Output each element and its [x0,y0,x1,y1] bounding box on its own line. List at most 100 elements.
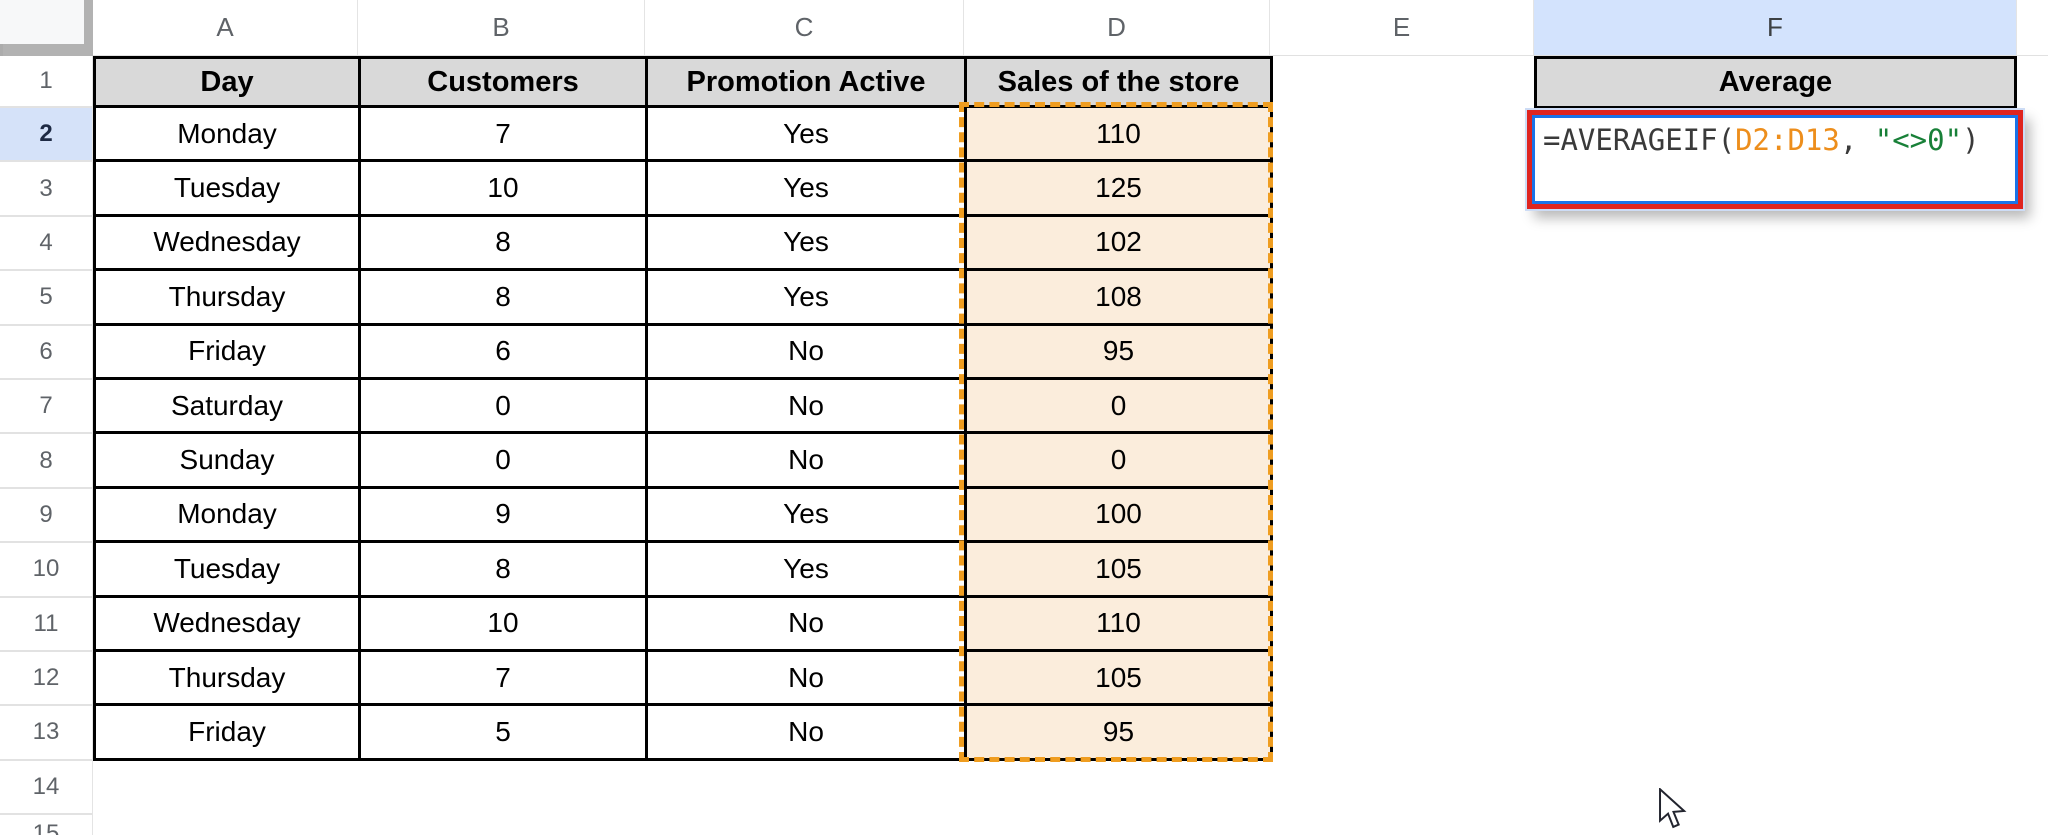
cell-A4[interactable]: Wednesday [93,213,361,272]
cell-C13[interactable]: No [645,703,967,761]
table-row: Tuesday 10 Yes 125 [93,159,1273,217]
cell-D11[interactable]: 110 [964,594,1273,652]
header-cell-customers[interactable]: Customers [358,56,648,108]
table-row: Wednesday 10 No 110 [93,594,1273,652]
cell-A2[interactable]: Monday [93,104,361,163]
row-header-14[interactable]: 14 [0,760,92,815]
cell-B10[interactable]: 8 [358,540,648,598]
cell-A12[interactable]: Thursday [93,648,361,707]
column-header-trailing [2017,0,2048,55]
row-header-10[interactable]: 10 [0,543,92,598]
select-all-corner[interactable] [0,0,84,44]
header-cell-promotion-active[interactable]: Promotion Active [645,56,967,108]
header-cell-sales-of-the-store[interactable]: Sales of the store [964,56,1273,108]
column-header-D[interactable]: D [964,0,1270,55]
row-header-13[interactable]: 13 [0,706,92,761]
formula-token: , [1839,123,1875,157]
cell-D7[interactable]: 0 [964,376,1273,435]
cell-C4[interactable]: Yes [645,213,967,272]
cell-D2[interactable]: 110 [964,104,1273,163]
column-header-E[interactable]: E [1270,0,1534,55]
cell-D3[interactable]: 125 [964,159,1273,217]
cell-D10[interactable]: 105 [964,540,1273,598]
table-row: Thursday 7 No 105 [93,648,1273,707]
row-header-2[interactable]: 2 [0,108,92,163]
column-header-B[interactable]: B [358,0,645,55]
row-header-4[interactable]: 4 [0,216,92,272]
cell-D4[interactable]: 102 [964,213,1273,272]
cell-B9[interactable]: 9 [358,485,648,544]
annotation-red-box: =AVERAGEIF(D2:D13, "<>0") [1527,110,2023,209]
data-table: Day Customers Promotion Active Sales of the… [93,56,1273,761]
cell-A10[interactable]: Tuesday [93,540,361,598]
cell-C12[interactable]: No [645,648,967,707]
row-header-6[interactable]: 6 [0,325,92,380]
table-header-row: Day Customers Promotion Active Sales of the… [93,56,1273,108]
cell-A13[interactable]: Friday [93,703,361,761]
table-row: Wednesday 8 Yes 102 [93,213,1273,272]
cell-B11[interactable]: 10 [358,594,648,652]
cell-A9[interactable]: Monday [93,485,361,544]
cell-A3[interactable]: Tuesday [93,159,361,217]
cell-B7[interactable]: 0 [358,376,648,435]
formula-token: ) [1962,123,1980,157]
column-header-F[interactable]: F [1534,0,2017,55]
cell-D12[interactable]: 105 [964,648,1273,707]
table-row: Friday 6 No 95 [93,322,1273,380]
row-header-12[interactable]: 12 [0,651,92,707]
row-header-5[interactable]: 5 [0,271,92,326]
table-row: Tuesday 8 Yes 105 [93,540,1273,598]
cell-B8[interactable]: 0 [358,431,648,489]
cell-B12[interactable]: 7 [358,648,648,707]
cell-F2-formula-editor[interactable]: =AVERAGEIF(D2:D13, "<>0") [1532,115,2018,204]
row-header-8[interactable]: 8 [0,434,92,489]
table-grid: Day Customers Promotion Active Sales of the… [93,56,1273,761]
column-header-A[interactable]: A [93,0,358,55]
table-row: Monday 7 Yes 110 [93,104,1273,163]
cell-C9[interactable]: Yes [645,485,967,544]
cell-A8[interactable]: Sunday [93,431,361,489]
row-header-strip: 1 2 3 4 5 6 7 8 9 10 11 12 13 14 15 [0,56,93,835]
row-header-11[interactable]: 11 [0,597,92,652]
row-header-1[interactable]: 1 [0,56,92,108]
row-header-3[interactable]: 3 [0,162,92,217]
cell-C2[interactable]: Yes [645,104,967,163]
cell-C8[interactable]: No [645,431,967,489]
table-row: Thursday 8 Yes 108 [93,268,1273,326]
cell-B6[interactable]: 6 [358,322,648,380]
cell-D5[interactable]: 108 [964,268,1273,326]
cell-D9[interactable]: 100 [964,485,1273,544]
cell-C3[interactable]: Yes [645,159,967,217]
table-row: Monday 9 Yes 100 [93,485,1273,544]
cell-A11[interactable]: Wednesday [93,594,361,652]
cell-B13[interactable]: 5 [358,703,648,761]
row-header-9[interactable]: 9 [0,488,92,544]
cell-A7[interactable]: Saturday [93,376,361,435]
cell-B4[interactable]: 8 [358,213,648,272]
cell-B3[interactable]: 10 [358,159,648,217]
cell-C11[interactable]: No [645,594,967,652]
cell-A6[interactable]: Friday [93,322,361,380]
cell-B5[interactable]: 8 [358,268,648,326]
cell-D8[interactable]: 0 [964,431,1273,489]
table-row: Friday 5 No 95 [93,703,1273,761]
cell-D13[interactable]: 95 [964,703,1273,761]
cell-F1-average-header[interactable]: Average [1534,56,2017,109]
cell-C7[interactable]: No [645,376,967,435]
cell-C5[interactable]: Yes [645,268,967,326]
header-cell-day[interactable]: Day [93,56,361,108]
table-row: Saturday 0 No 0 [93,376,1273,435]
row-header-7[interactable]: 7 [0,379,92,435]
cell-B2[interactable]: 7 [358,104,648,163]
formula-token: "<>0" [1874,123,1963,157]
formula-token: D2:D13 [1735,123,1840,157]
cell-C6[interactable]: No [645,322,967,380]
table-row: Sunday 0 No 0 [93,431,1273,489]
cell-C10[interactable]: Yes [645,540,967,598]
cell-D6[interactable]: 95 [964,322,1273,380]
cell-A5[interactable]: Thursday [93,268,361,326]
column-header-C[interactable]: C [645,0,964,55]
row-header-15[interactable]: 15 [0,814,92,835]
